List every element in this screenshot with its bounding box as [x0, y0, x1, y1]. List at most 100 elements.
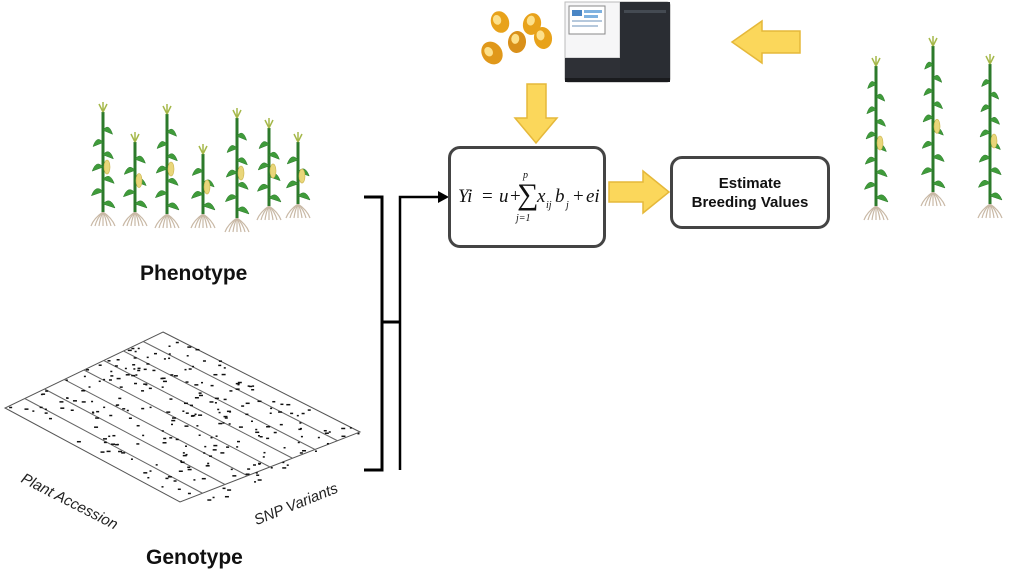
- matrix-dot: [357, 432, 360, 435]
- matrix-dot: [249, 385, 253, 388]
- formula-b-sub: j: [566, 200, 569, 211]
- matrix-dot: [218, 422, 223, 425]
- matrix-row-line: [24, 398, 203, 494]
- matrix-dot: [278, 411, 283, 413]
- matrix-dot: [185, 445, 188, 447]
- matrix-dot: [134, 382, 138, 385]
- matrix-dot: [251, 388, 255, 391]
- matrix-dot: [252, 464, 256, 466]
- matrix-dot: [60, 407, 65, 409]
- matrix-dot: [130, 458, 133, 460]
- matrix-dot: [135, 374, 138, 376]
- matrix-dot: [65, 379, 68, 381]
- matrix-dot: [160, 377, 164, 380]
- matrix-dot: [188, 368, 192, 370]
- matrix-dot: [198, 394, 203, 397]
- matrix-dot: [296, 414, 299, 417]
- matrix-row-line: [44, 388, 226, 485]
- bracket-arrowhead: [438, 191, 449, 203]
- matrix-dot: [300, 435, 303, 438]
- matrix-dot: [125, 374, 130, 376]
- matrix-dot: [103, 406, 106, 409]
- matrix-dot: [148, 387, 152, 390]
- matrix-dot: [115, 443, 119, 446]
- matrix-dot: [172, 417, 177, 419]
- matrix-dot: [255, 428, 258, 431]
- formula-sum-upper: p: [523, 170, 528, 181]
- arrow-right-yellow: [608, 169, 671, 215]
- matrix-dot: [223, 367, 226, 369]
- matrix-dot: [184, 368, 187, 371]
- matrix-dot: [44, 412, 48, 414]
- matrix-dot: [272, 400, 276, 403]
- matrix-dot: [198, 392, 202, 394]
- matrix-dot: [185, 381, 189, 383]
- phenotype-label: Phenotype: [140, 262, 248, 285]
- matrix-dot: [59, 401, 64, 403]
- matrix-dot: [96, 410, 100, 413]
- matrix-dot: [255, 472, 258, 474]
- matrix-dot: [187, 468, 192, 471]
- matrix-dot: [247, 385, 250, 387]
- matrix-dot: [185, 412, 189, 414]
- matrix-dot: [118, 450, 123, 453]
- matrix-dot: [187, 466, 191, 469]
- matrix-dot: [328, 431, 331, 433]
- matrix-dot: [273, 431, 277, 434]
- matrix-dot: [48, 417, 52, 420]
- matrix-dot: [213, 373, 218, 376]
- matrix-dot: [209, 401, 214, 403]
- formula-b: b: [555, 186, 565, 207]
- formula-lhs: Yi: [458, 186, 473, 207]
- matrix-dot: [178, 470, 183, 472]
- matrix-dot: [214, 397, 219, 400]
- matrix-dot: [146, 356, 149, 359]
- matrix-dot: [108, 435, 111, 438]
- matrix-dot: [269, 412, 272, 415]
- corn-kernels-icon: [481, 11, 553, 65]
- mature-plant-1: [863, 56, 889, 221]
- matrix-dot: [103, 441, 107, 444]
- matrix-row-line: [103, 360, 293, 459]
- matrix-dot: [324, 432, 329, 434]
- matrix-dot: [142, 434, 145, 437]
- matrix-dot: [194, 413, 197, 416]
- matrix-dot: [255, 431, 260, 434]
- matrix-dot: [301, 412, 305, 415]
- matrix-dot: [127, 349, 132, 352]
- matrix-dot: [180, 460, 183, 462]
- matrix-dot: [204, 445, 207, 448]
- matrix-dot: [252, 385, 255, 387]
- matrix-dot: [106, 450, 111, 453]
- matrix-dot: [279, 423, 283, 426]
- matrix-dot: [266, 437, 270, 440]
- matrix-dot: [220, 452, 225, 454]
- matrix-dot: [323, 429, 327, 432]
- matrix-dot: [257, 479, 262, 481]
- matrix-dot: [196, 425, 199, 427]
- matrix-dot: [194, 396, 199, 399]
- matrix-row-line: [143, 341, 338, 442]
- matrix-dot: [44, 408, 47, 411]
- matrix-dot: [223, 398, 227, 401]
- phenotype-plant-7: [285, 132, 311, 219]
- matrix-dot: [232, 475, 237, 477]
- matrix-dot: [245, 413, 249, 416]
- matrix-dot: [238, 426, 243, 428]
- matrix-dot: [254, 481, 257, 483]
- matrix-dot: [155, 464, 158, 466]
- matrix-dot: [146, 363, 150, 365]
- matrix-dot: [32, 410, 35, 412]
- bracket-connector: [364, 195, 440, 472]
- matrix-dot: [88, 386, 91, 388]
- matrix-dot: [299, 422, 302, 424]
- matrix-dot: [170, 374, 174, 376]
- matrix-dot: [72, 400, 77, 402]
- matrix-dot: [141, 407, 145, 410]
- matrix-dot: [186, 355, 189, 357]
- matrix-dot: [173, 375, 178, 377]
- phenotype-plants-illustration: [90, 102, 311, 233]
- matrix-dot: [194, 384, 199, 386]
- matrix-dot: [169, 398, 173, 400]
- matrix-dot: [103, 378, 106, 381]
